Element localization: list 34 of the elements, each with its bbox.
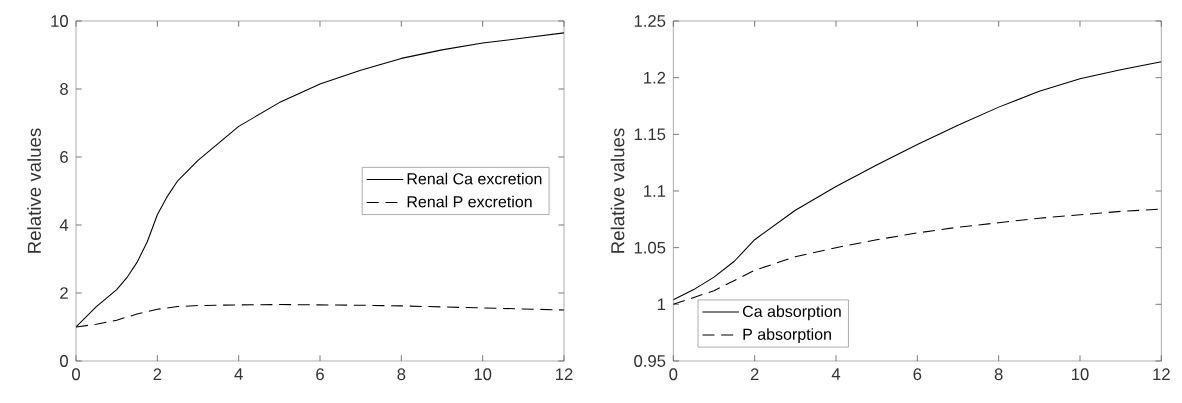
y-tick-label: 2 — [60, 287, 68, 299]
x-tick-label: 2 — [153, 368, 162, 380]
x-tick-label: 12 — [1153, 368, 1170, 380]
y-tick-label: 0 — [60, 355, 68, 367]
x-tick-label: 8 — [994, 368, 1003, 381]
y-tick-label: 4 — [59, 219, 69, 231]
y-tick-label: 0.95 — [634, 355, 666, 367]
line-series — [673, 61, 1162, 301]
x-tick-label: 4 — [831, 368, 841, 380]
x-tick-label: 10 — [1072, 368, 1089, 381]
legend-label: Ca absorption — [742, 305, 841, 321]
y-axis-title: Relative values — [27, 128, 41, 253]
legend-label: Renal Ca excretion — [407, 172, 542, 185]
y-tick-label: 1 — [657, 298, 666, 311]
legend-label: Renal P excretion — [407, 195, 532, 208]
x-tick-label: 6 — [316, 368, 324, 381]
y-tick-label: 1.1 — [644, 185, 666, 197]
y-tick-label: 6 — [60, 151, 68, 163]
x-tick-label: 12 — [556, 368, 573, 380]
y-tick-label: 1.25 — [634, 15, 666, 27]
x-tick-label: 0 — [72, 368, 80, 381]
x-tick-label: 4 — [234, 368, 243, 380]
y-tick-label: 1.2 — [644, 71, 666, 84]
x-tick-label: 0 — [669, 368, 678, 381]
x-tick-label: 8 — [397, 368, 406, 381]
y-tick-label: 8 — [60, 83, 68, 95]
x-tick-label: 2 — [750, 368, 759, 380]
x-tick-label: 10 — [474, 368, 492, 381]
y-tick-label: 1.15 — [634, 128, 666, 141]
x-tick-label: 6 — [913, 368, 922, 381]
legend-label: P absorption — [743, 328, 831, 344]
y-tick-label: 10 — [51, 15, 68, 27]
y-axis-title: Relative values — [610, 128, 625, 253]
y-tick-label: 1.05 — [634, 241, 666, 254]
